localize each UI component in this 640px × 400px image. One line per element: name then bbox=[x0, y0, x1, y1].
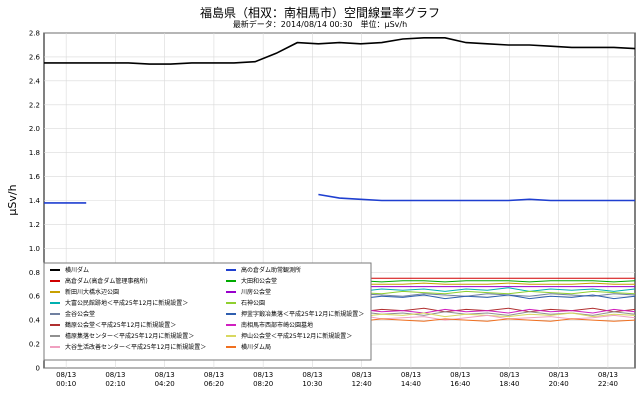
legend-entry: 押山公会堂＜平成25年12月に新規設置＞ bbox=[241, 332, 352, 340]
x-tick-date: 08/13 bbox=[56, 371, 76, 379]
y-tick-label: 1.2 bbox=[29, 221, 40, 229]
legend-entry: 大富公民館跡地＜平成25年12月に新規設置＞ bbox=[65, 299, 188, 307]
x-tick-date: 08/13 bbox=[549, 371, 569, 379]
series-line bbox=[44, 37, 636, 65]
legend-entry: 大谷生活改善センター＜平成25年12月に新規設置＞ bbox=[65, 343, 206, 351]
x-tick-time: 10:30 bbox=[302, 380, 322, 388]
legend-entry: 新田川大橋水辺公園 bbox=[65, 288, 119, 296]
x-tick-time: 14:40 bbox=[401, 380, 421, 388]
x-tick-time: 22:40 bbox=[598, 380, 618, 388]
y-tick-label: 0.2 bbox=[29, 341, 40, 349]
y-tick-label: 0 bbox=[36, 365, 40, 373]
x-tick-time: 06:20 bbox=[204, 380, 224, 388]
y-axis-label: μSv/h bbox=[6, 184, 19, 215]
x-tick-time: 18:40 bbox=[499, 380, 519, 388]
series-line bbox=[44, 193, 635, 204]
y-tick-label: 2.8 bbox=[29, 30, 40, 38]
x-tick-date: 08/13 bbox=[204, 371, 224, 379]
y-tick-label: 0.4 bbox=[29, 317, 41, 325]
y-tick-label: 1.0 bbox=[29, 245, 40, 253]
x-tick-time: 02:10 bbox=[105, 380, 125, 388]
y-tick-label: 2.0 bbox=[29, 125, 40, 133]
legend-entry: 石神公園 bbox=[241, 299, 265, 307]
x-tick-time: 08:20 bbox=[253, 380, 273, 388]
y-tick-label: 1.4 bbox=[29, 197, 41, 205]
x-tick-date: 08/13 bbox=[499, 371, 519, 379]
y-tick-label: 1.8 bbox=[29, 149, 40, 157]
x-tick-time: 04:20 bbox=[155, 380, 175, 388]
x-tick-date: 08/13 bbox=[302, 371, 322, 379]
x-tick-date: 08/13 bbox=[450, 371, 470, 379]
legend-entry: 川房公会堂 bbox=[241, 288, 271, 296]
x-tick-date: 08/13 bbox=[598, 371, 618, 379]
y-tick-label: 2.6 bbox=[29, 53, 41, 61]
legend-entry: 橲原集落センター＜平成25年12月に新規設置＞ bbox=[65, 332, 194, 340]
legend-entry: 金谷公会堂 bbox=[65, 310, 95, 318]
x-tick-date: 08/13 bbox=[352, 371, 372, 379]
legend-entry: 高倉ダム(高倉ダム管理事務所) bbox=[65, 277, 148, 285]
x-tick-date: 08/13 bbox=[401, 371, 421, 379]
x-tick-date: 08/13 bbox=[155, 371, 175, 379]
legend-box bbox=[43, 262, 372, 361]
y-tick-label: 2.2 bbox=[29, 101, 40, 109]
legend-entry: 押釜字鍛冶集落＜平成25年12月に新規設置＞ bbox=[241, 310, 364, 318]
x-tick-time: 12:40 bbox=[352, 380, 372, 388]
x-tick-time: 16:40 bbox=[450, 380, 470, 388]
y-tick-label: 1.6 bbox=[29, 173, 41, 181]
y-tick-label: 2.4 bbox=[29, 77, 41, 85]
x-tick-time: 00:10 bbox=[56, 380, 76, 388]
legend-entry: 横川ダム局 bbox=[241, 343, 271, 351]
legend-entry: 南相馬市西部市崎公園墓地 bbox=[241, 321, 313, 329]
x-tick-date: 08/13 bbox=[105, 371, 125, 379]
x-tick-time: 20:40 bbox=[549, 380, 569, 388]
legend-entry: 鶴原公会堂＜平成25年12月に新規設置＞ bbox=[65, 321, 176, 329]
y-tick-label: 0.8 bbox=[29, 269, 40, 277]
x-tick-date: 08/13 bbox=[253, 371, 273, 379]
legend-entry: 大田和公会堂 bbox=[241, 277, 277, 285]
y-axis-ticks: 0 0.2 0.4 0.6 0.8 1.0 1.2 1.4 1.6 1.8 2.0 2.2 2.4 2.6… bbox=[29, 30, 41, 373]
x-axis-ticks: 08/1300:1008/1302:1008/1304:2008/1306:20… bbox=[56, 371, 618, 388]
chart-title: 福島県（相双：南相馬市）空間線量率グラフ bbox=[199, 6, 440, 20]
y-tick-label: 0.6 bbox=[29, 293, 41, 301]
legend-entry: 高の倉ダム助常観測所 bbox=[241, 266, 301, 274]
chart-subtitle: 最新データ：2014/08/14 00:30 単位：μSv/h bbox=[232, 20, 408, 29]
legend-entry: 横川ダム bbox=[65, 266, 89, 274]
